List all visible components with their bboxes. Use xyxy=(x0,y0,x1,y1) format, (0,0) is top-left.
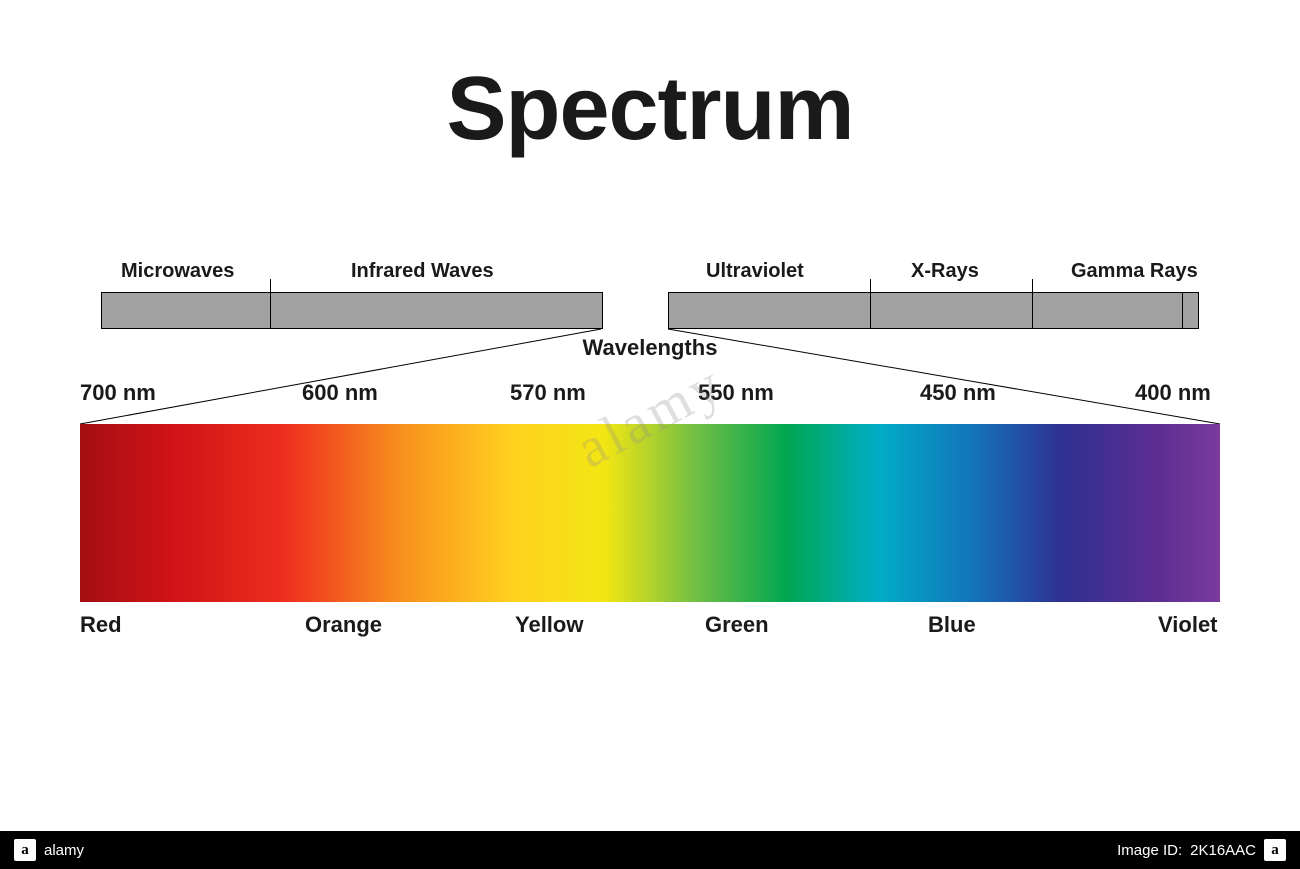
wavelength-nm-label: 600 nm xyxy=(302,380,378,406)
color-name-label: Orange xyxy=(305,612,382,638)
wavelength-nm-label: 700 nm xyxy=(80,380,156,406)
alamy-logo-icon: a xyxy=(1264,839,1286,861)
visible-spectrum-bar xyxy=(80,424,1220,602)
em-bar-divider xyxy=(270,292,271,329)
wavelength-nm-label: 570 nm xyxy=(510,380,586,406)
em-bar-divider xyxy=(1182,292,1183,329)
em-bar xyxy=(101,292,1199,329)
footer-image-id: 2K16AAC xyxy=(1190,842,1256,859)
wavelength-nm-labels: 700 nm 600 nm 570 nm 550 nm 450 nm 400 nm xyxy=(80,380,1220,410)
em-spectrum-bar: Microwaves Infrared Waves Ultraviolet X-Ray… xyxy=(101,260,1199,329)
footer-right: Image ID: 2K16AAC a xyxy=(1117,839,1286,861)
diagram-title: Spectrum xyxy=(0,58,1300,161)
wavelength-nm-label: 450 nm xyxy=(920,380,996,406)
em-segment-labels: Microwaves Infrared Waves Ultraviolet X-Ray… xyxy=(101,260,1199,292)
color-name-label: Red xyxy=(80,612,122,638)
footer-left: a alamy xyxy=(14,839,84,861)
wavelength-nm-label: 550 nm xyxy=(698,380,774,406)
em-segment-label: X-Rays xyxy=(911,260,979,283)
wavelengths-caption: Wavelengths xyxy=(0,335,1300,361)
em-segment-label: Microwaves xyxy=(121,260,234,283)
color-name-label: Yellow xyxy=(515,612,583,638)
alamy-logo-icon: a xyxy=(14,839,36,861)
color-name-label: Green xyxy=(705,612,769,638)
footer-brand-text: alamy xyxy=(44,842,84,859)
color-name-labels: Red Orange Yellow Green Blue Violet xyxy=(80,612,1220,642)
em-bar-divider xyxy=(1032,292,1033,329)
em-segment-label: Ultraviolet xyxy=(706,260,804,283)
em-bar-notch xyxy=(270,279,271,293)
color-name-label: Blue xyxy=(928,612,976,638)
em-bar-notch xyxy=(870,279,871,293)
em-segment-label: Gamma Rays xyxy=(1071,260,1198,283)
footer-bar xyxy=(0,831,1300,869)
color-name-label: Violet xyxy=(1158,612,1218,638)
wavelength-nm-label: 400 nm xyxy=(1135,380,1211,406)
em-bar-divider xyxy=(870,292,871,329)
diagram-canvas: Spectrum Microwaves Infrared Waves Ultravi… xyxy=(0,0,1300,869)
em-bar-gap xyxy=(602,292,669,329)
footer-image-id-label: Image ID: xyxy=(1117,842,1182,859)
em-segment-label: Infrared Waves xyxy=(351,260,494,283)
em-bar-notch xyxy=(1032,279,1033,293)
